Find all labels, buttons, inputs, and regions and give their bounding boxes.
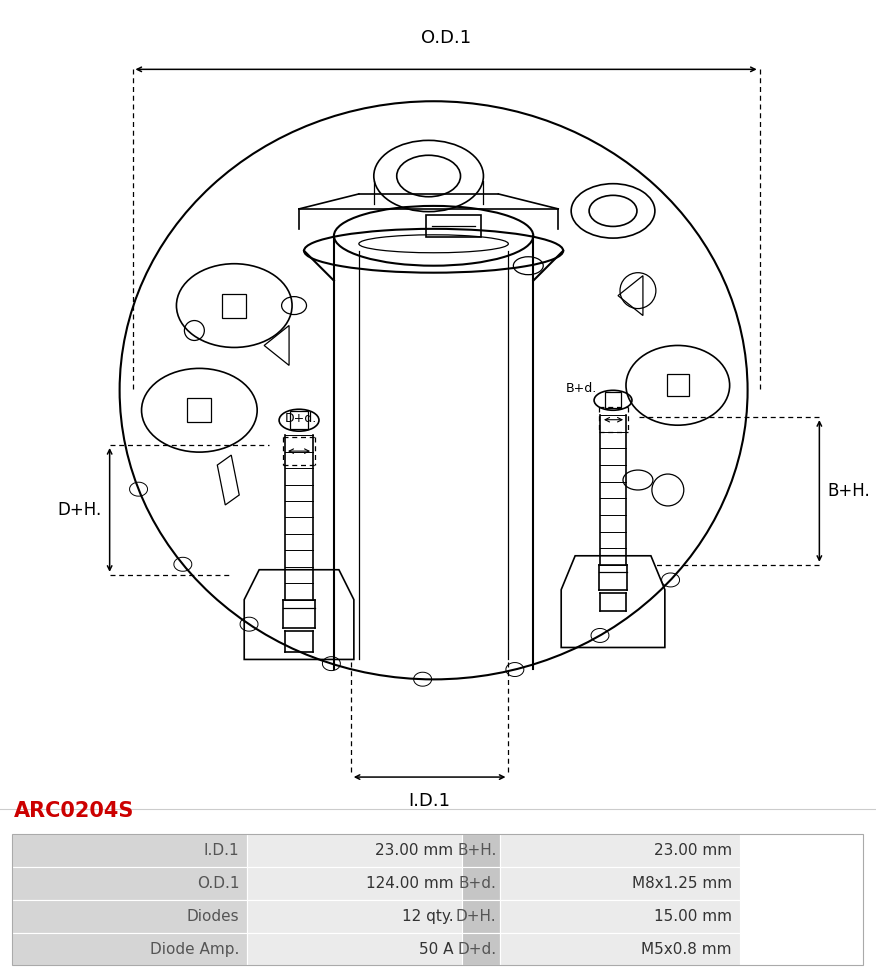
Bar	[500, 900, 738, 932]
Text: 50 A: 50 A	[419, 942, 453, 956]
Text: 15.00 mm: 15.00 mm	[653, 909, 730, 923]
Bar	[500, 932, 738, 965]
Bar	[500, 867, 738, 900]
Bar	[247, 867, 461, 900]
Text: 124.00 mm: 124.00 mm	[365, 876, 453, 890]
Text: D+H.: D+H.	[456, 909, 496, 923]
Bar	[12, 834, 862, 965]
Bar	[12, 834, 247, 867]
Text: 23.00 mm: 23.00 mm	[375, 843, 453, 858]
Text: I.D.1: I.D.1	[204, 843, 239, 858]
Bar	[12, 932, 247, 965]
Bar	[461, 867, 500, 900]
Bar	[461, 834, 500, 867]
Text: M5x0.8 mm: M5x0.8 mm	[640, 942, 730, 956]
Text: B+H.: B+H.	[826, 482, 869, 500]
Text: B+d.: B+d.	[565, 382, 596, 395]
Bar	[247, 900, 461, 932]
Text: O.D.1: O.D.1	[421, 29, 471, 48]
Bar	[187, 398, 211, 422]
Text: D+d.: D+d.	[457, 942, 496, 956]
Bar	[461, 900, 500, 932]
Bar	[247, 834, 461, 867]
Bar	[666, 375, 688, 396]
Text: I.D.1: I.D.1	[408, 792, 450, 810]
Text: B+H.: B+H.	[457, 843, 496, 858]
Text: Diodes: Diodes	[186, 909, 239, 923]
Text: B+d.: B+d.	[458, 876, 496, 890]
Text: D+d.: D+d.	[284, 413, 317, 425]
Bar	[222, 294, 246, 317]
Bar	[500, 834, 738, 867]
Text: D+H.: D+H.	[57, 501, 102, 519]
Text: ARC0204S: ARC0204S	[14, 801, 134, 821]
Text: 23.00 mm: 23.00 mm	[652, 843, 730, 858]
Bar	[604, 392, 620, 409]
Text: 12 qty.: 12 qty.	[401, 909, 453, 923]
Bar	[247, 932, 461, 965]
Bar	[461, 932, 500, 965]
Bar	[12, 867, 247, 900]
Bar	[12, 900, 247, 932]
Text: Diode Amp.: Diode Amp.	[149, 942, 239, 956]
Text: O.D.1: O.D.1	[197, 876, 239, 890]
Bar	[290, 412, 307, 429]
Bar	[426, 215, 480, 236]
Text: M8x1.25 mm: M8x1.25 mm	[630, 876, 730, 890]
